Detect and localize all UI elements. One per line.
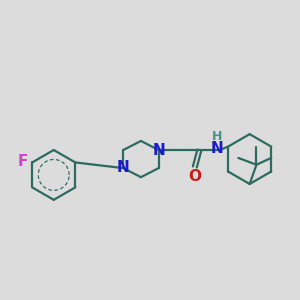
Text: H: H — [212, 130, 223, 143]
Text: N: N — [117, 160, 130, 175]
Text: N: N — [211, 141, 224, 156]
Text: N: N — [152, 143, 165, 158]
Text: F: F — [17, 154, 28, 169]
Text: O: O — [188, 169, 201, 184]
